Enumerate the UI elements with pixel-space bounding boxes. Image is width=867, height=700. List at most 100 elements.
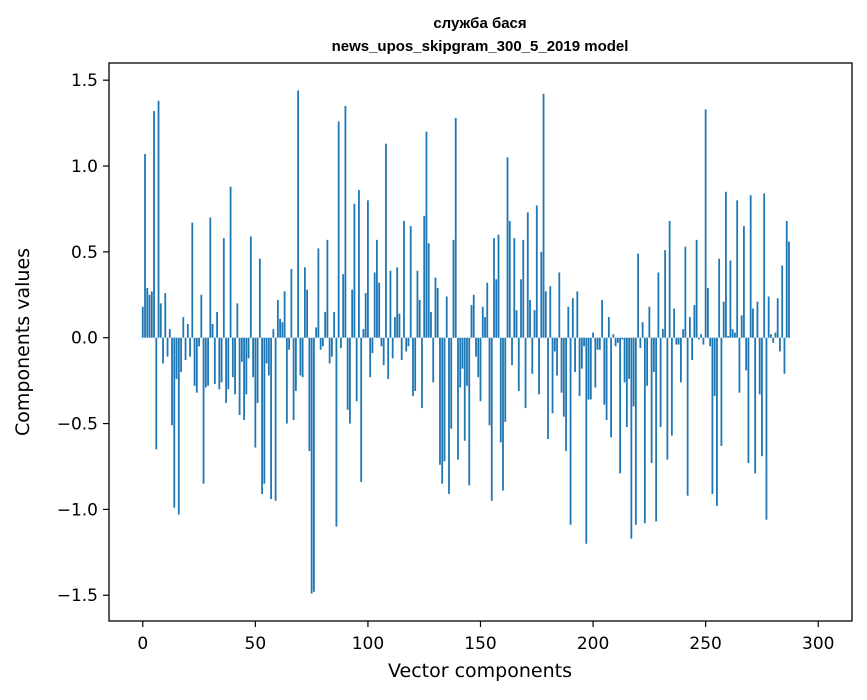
- bar: [463, 337, 466, 441]
- bar: [439, 337, 441, 465]
- bar: [772, 337, 775, 343]
- bar: [436, 287, 439, 338]
- bar: [522, 239, 525, 338]
- bar: [531, 337, 534, 374]
- bar: [576, 291, 579, 338]
- bar: [285, 337, 288, 424]
- bar: [720, 337, 723, 446]
- bar: [754, 337, 757, 474]
- bar: [308, 337, 311, 452]
- bar: [598, 337, 601, 350]
- bar: [389, 270, 392, 338]
- bar: [556, 337, 558, 376]
- bar: [310, 337, 313, 594]
- bar: [679, 337, 682, 383]
- bar: [688, 317, 691, 338]
- bar: [430, 311, 432, 338]
- bar: [544, 291, 547, 338]
- bar: [601, 299, 603, 338]
- bar: [195, 337, 198, 393]
- bar: [695, 239, 698, 338]
- bar: [603, 337, 606, 405]
- bar: [256, 337, 259, 403]
- bar: [367, 200, 369, 338]
- bar: [648, 306, 651, 338]
- bar: [148, 294, 151, 338]
- bar: [776, 298, 779, 338]
- bar: [427, 243, 430, 338]
- y-tick-label: −1.0: [57, 500, 98, 520]
- bar: [589, 337, 592, 400]
- bar: [621, 337, 624, 340]
- bar: [333, 311, 336, 338]
- bar: [698, 337, 700, 340]
- bar: [376, 239, 378, 338]
- bar: [666, 337, 669, 460]
- bar: [702, 337, 705, 345]
- bar: [247, 337, 250, 359]
- bar: [524, 337, 527, 409]
- bar: [425, 131, 428, 338]
- bar: [542, 93, 545, 338]
- bar: [729, 260, 732, 338]
- bar: [673, 308, 676, 338]
- bar: [481, 306, 484, 338]
- bar: [369, 337, 372, 378]
- bar: [168, 329, 171, 338]
- bar: [265, 337, 268, 364]
- bar: [281, 322, 284, 338]
- bar: [319, 337, 322, 350]
- x-tick-label: 150: [464, 634, 496, 654]
- bar: [788, 241, 790, 338]
- bar: [340, 337, 342, 349]
- bar: [610, 337, 612, 438]
- x-tick-label: 300: [802, 634, 834, 654]
- bar: [736, 200, 739, 338]
- bar: [213, 337, 216, 385]
- bar: [569, 337, 572, 525]
- bar: [317, 248, 320, 338]
- bar: [565, 337, 567, 452]
- bar: [378, 282, 381, 338]
- bar: [164, 293, 167, 338]
- bar: [162, 337, 164, 364]
- bar: [387, 337, 390, 379]
- bar: [607, 317, 610, 338]
- bar: [254, 337, 257, 448]
- bar: [292, 337, 295, 421]
- bar: [495, 279, 498, 338]
- bar: [540, 251, 543, 338]
- bar: [312, 337, 315, 592]
- bar: [538, 337, 540, 395]
- bar: [274, 337, 277, 501]
- bar: [756, 301, 759, 338]
- bar: [655, 337, 658, 522]
- bar: [625, 337, 628, 427]
- bar: [267, 337, 270, 376]
- bar: [225, 337, 227, 403]
- bar: [448, 337, 450, 494]
- bar: [306, 289, 309, 338]
- bar: [337, 121, 340, 338]
- bar: [288, 337, 291, 350]
- bar: [245, 337, 248, 395]
- bar: [722, 301, 725, 338]
- bar: [668, 220, 671, 338]
- bar: [258, 258, 261, 338]
- bar: [204, 337, 207, 388]
- bar: [405, 337, 408, 352]
- bar: [236, 303, 239, 338]
- x-tick-label: 100: [352, 634, 384, 654]
- bar: [403, 220, 405, 338]
- bar: [781, 265, 784, 338]
- bar: [765, 337, 768, 520]
- bar: [276, 299, 279, 338]
- bar: [535, 205, 538, 338]
- bar: [693, 305, 696, 338]
- x-tick-label: 0: [137, 634, 148, 654]
- bar: [490, 337, 493, 501]
- bar: [558, 272, 561, 338]
- bar: [466, 337, 468, 386]
- bar: [155, 337, 158, 450]
- bar: [652, 337, 655, 373]
